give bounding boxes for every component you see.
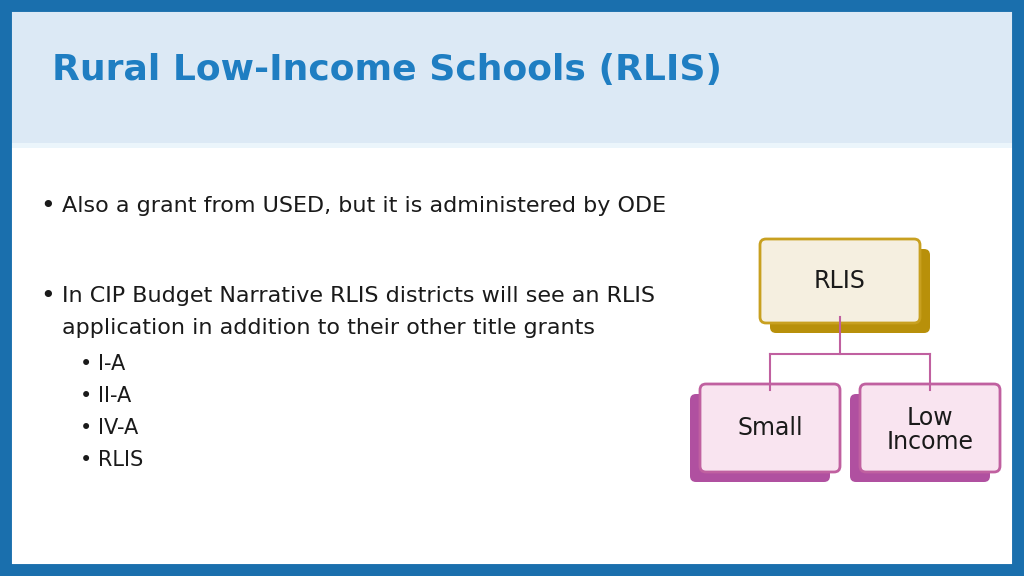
Text: application in addition to their other title grants: application in addition to their other t… — [62, 318, 595, 338]
Text: •: • — [40, 194, 54, 218]
Text: Small: Small — [737, 416, 803, 440]
Text: I-A: I-A — [98, 354, 125, 374]
FancyBboxPatch shape — [860, 384, 1000, 472]
Text: RLIS: RLIS — [814, 269, 866, 293]
Text: •: • — [80, 450, 92, 470]
Text: IV-A: IV-A — [98, 418, 138, 438]
FancyBboxPatch shape — [10, 5, 1014, 143]
Text: Income: Income — [887, 430, 974, 454]
Text: II-A: II-A — [98, 386, 131, 406]
Text: Rural Low-Income Schools (RLIS): Rural Low-Income Schools (RLIS) — [52, 53, 722, 87]
Text: Low: Low — [906, 406, 953, 430]
Text: In CIP Budget Narrative RLIS districts will see an RLIS: In CIP Budget Narrative RLIS districts w… — [62, 286, 655, 306]
FancyBboxPatch shape — [850, 394, 990, 482]
Text: •: • — [40, 284, 54, 308]
Text: Also a grant from USED, but it is administered by ODE: Also a grant from USED, but it is admini… — [62, 196, 667, 216]
Text: •: • — [80, 386, 92, 406]
Text: •: • — [80, 418, 92, 438]
FancyBboxPatch shape — [10, 148, 1014, 571]
FancyBboxPatch shape — [770, 249, 930, 333]
FancyBboxPatch shape — [700, 384, 840, 472]
Text: RLIS: RLIS — [98, 450, 143, 470]
Text: •: • — [80, 354, 92, 374]
FancyBboxPatch shape — [760, 239, 920, 323]
FancyBboxPatch shape — [690, 394, 830, 482]
